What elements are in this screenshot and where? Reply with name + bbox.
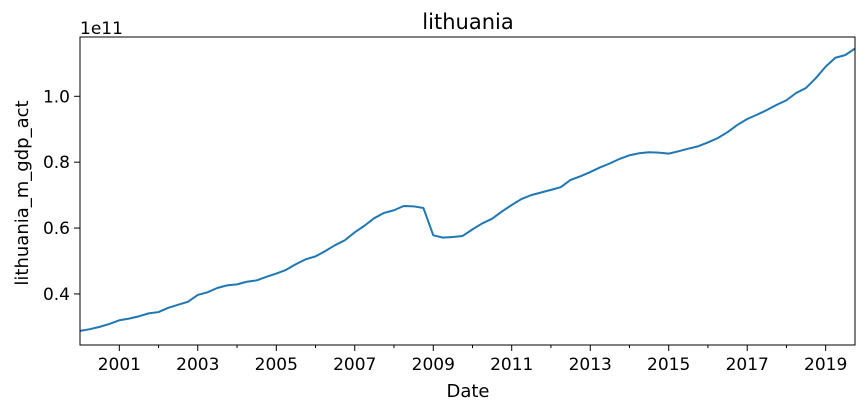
x-tick-label: 2007 [333,355,376,375]
x-tick-label: 2011 [490,355,533,375]
y-axis-ticks: 0.4 0.6 0.8 1.0 [43,87,80,305]
y-tick-label: 0.8 [43,153,70,173]
x-tick-label: 2003 [176,355,219,375]
x-tick-label: 2005 [255,355,298,375]
x-tick-label: 2019 [804,355,847,375]
y-axis-title: lithuania_m_gdp_act [12,100,33,285]
y-tick-label: 1.0 [43,87,70,107]
x-tick-label: 2015 [647,355,690,375]
x-tick-label: 2001 [98,355,141,375]
y-tick-label: 0.4 [43,285,70,305]
x-tick-label: 2017 [726,355,769,375]
y-tick-label: 0.6 [43,219,70,239]
y-offset-label: 1e11 [80,19,123,39]
plot-frame [79,36,856,346]
series-line [79,47,856,332]
x-axis-ticks: 2001 2003 2005 2007 2009 2011 2013 2015 2017 2019 [98,345,847,375]
x-tick-label: 2009 [412,355,455,375]
chart-title: lithuania [422,10,513,34]
x-axis-title: Date [446,381,489,402]
x-tick-label: 2013 [569,355,612,375]
series-layer [79,47,856,332]
